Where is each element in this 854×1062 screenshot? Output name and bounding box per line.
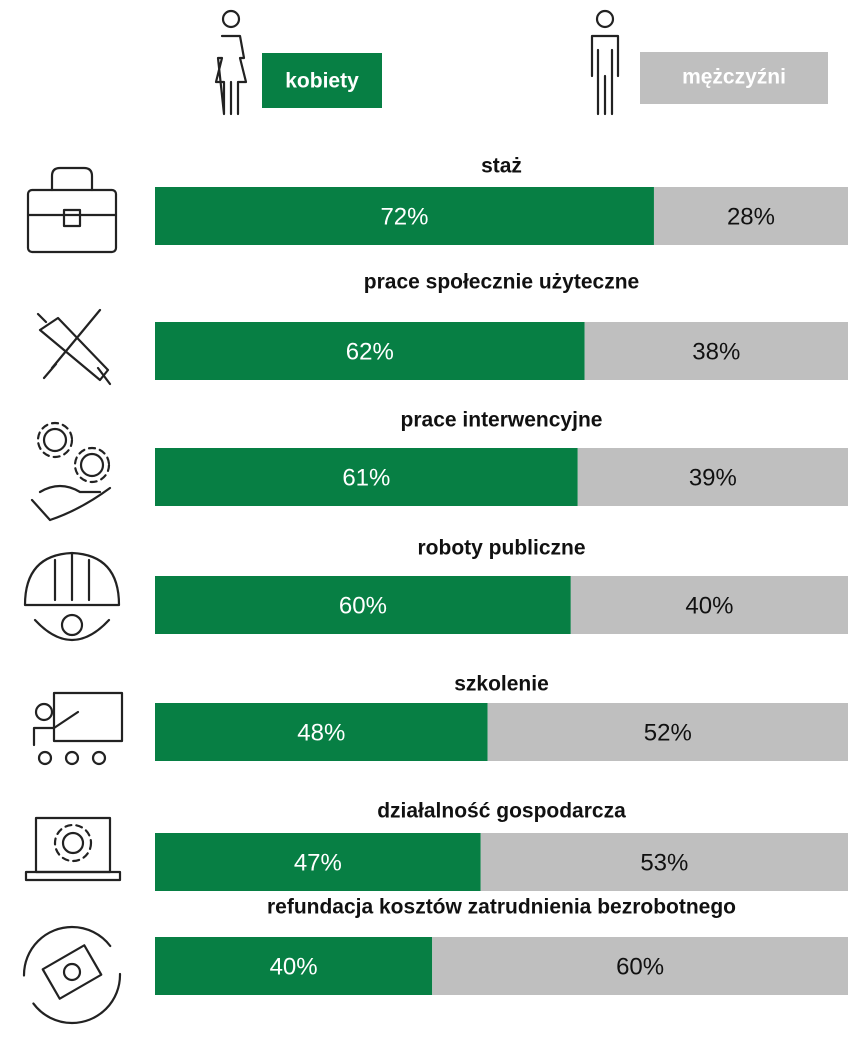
refund-icon [22, 925, 122, 1025]
value-label: 40% [270, 953, 318, 980]
bar-segment [432, 937, 848, 995]
training-icon [32, 691, 124, 766]
female-icon [214, 9, 248, 116]
bar-segment [155, 322, 585, 380]
category-title: roboty publiczne [418, 537, 586, 560]
category-title: prace społecznie użyteczne [364, 271, 639, 294]
legend-swatch [640, 52, 828, 104]
value-label: 48% [297, 719, 345, 746]
value-label: 38% [692, 338, 740, 365]
legend-swatch [262, 53, 382, 108]
tools-icon [36, 308, 112, 386]
value-label: 40% [685, 592, 733, 619]
value-label: 62% [346, 338, 394, 365]
value-label: 72% [380, 203, 428, 230]
bar-segment [570, 576, 848, 634]
value-label: 61% [342, 464, 390, 491]
bar-segment [155, 833, 481, 891]
bar-segment [577, 448, 848, 506]
value-label: 47% [294, 849, 342, 876]
bar-segment [155, 937, 433, 995]
category-title: szkolenie [454, 673, 549, 696]
value-label: 60% [616, 953, 664, 980]
laptop-icon [24, 816, 122, 882]
category-title: działalność gospodarcza [377, 800, 626, 823]
category-title: prace interwencyjne [401, 409, 603, 432]
legend-label: mężczyźni [682, 66, 786, 89]
bar-segment [155, 448, 578, 506]
bar-segment [155, 187, 654, 245]
legend-label: kobiety [285, 70, 359, 93]
value-label: 60% [339, 592, 387, 619]
gears-hand-icon [30, 421, 112, 522]
category-title: refundacja kosztów zatrudnienia bezrobot… [267, 896, 736, 919]
category-title: staż [481, 155, 522, 178]
bar-segment [480, 833, 848, 891]
male-icon [590, 9, 620, 116]
bar-segment [653, 187, 848, 245]
briefcase-icon [26, 166, 118, 254]
bar-segment [487, 703, 848, 761]
helmet-gear-icon [23, 551, 121, 642]
value-label: 52% [644, 719, 692, 746]
value-label: 28% [727, 203, 775, 230]
value-label: 39% [689, 464, 737, 491]
bar-segment [155, 576, 571, 634]
bar-segment [584, 322, 848, 380]
value-label: 53% [640, 849, 688, 876]
bar-segment [155, 703, 488, 761]
